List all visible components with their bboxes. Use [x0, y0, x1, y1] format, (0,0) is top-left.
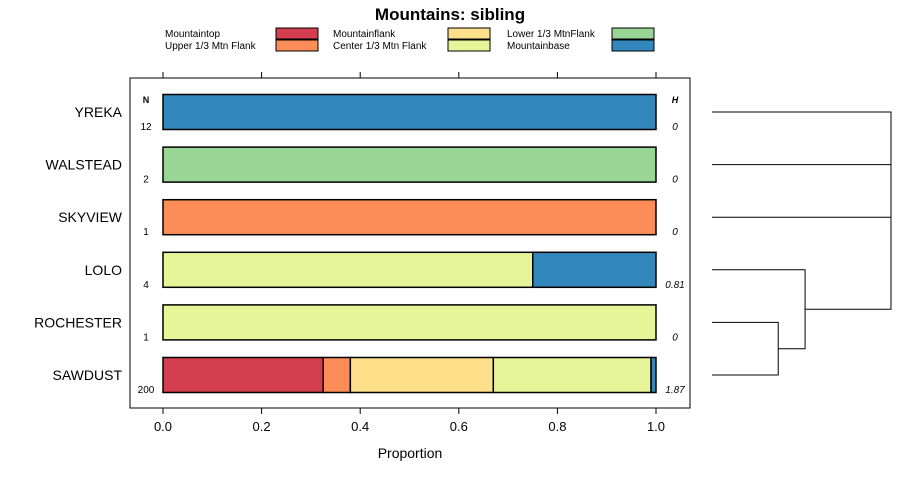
legend-swatch: [611, 39, 655, 52]
bar-segment: [162, 93, 657, 131]
legend-swatch: [447, 27, 491, 40]
x-tick-label: 1.0: [647, 419, 665, 434]
h-value: 1.87: [665, 385, 685, 396]
n-value: 1: [143, 227, 149, 238]
n-value: 1: [143, 332, 149, 343]
legend-label: Mountainbase: [507, 41, 570, 52]
x-axis: 0.0 0.2 0.4 0.6 0.8 1.0: [154, 72, 665, 434]
n-value: 12: [140, 122, 152, 133]
category-label: ROCHESTER: [34, 314, 122, 330]
legend-swatch: [275, 39, 319, 52]
bar-segment: [650, 356, 657, 394]
bar-segment: [162, 146, 657, 183]
legend-swatch: [447, 39, 491, 52]
bar-segment: [162, 304, 657, 341]
legend-swatch: [275, 27, 319, 40]
legend-swatch: [611, 27, 655, 40]
bar-segment: [162, 356, 324, 394]
category-label: LOLO: [85, 262, 122, 278]
bar-segment: [162, 251, 534, 289]
legend-label: Upper 1/3 Mtn Flank: [165, 41, 257, 52]
bar-segment: [349, 356, 495, 394]
bar-segment: [532, 251, 657, 289]
h-value: 0: [672, 122, 678, 133]
plot-panel: [129, 77, 691, 409]
x-axis-title: Proportion: [378, 445, 443, 461]
bar-segment: [492, 356, 652, 394]
category-label: YREKA: [75, 104, 123, 120]
n-value: 2: [143, 175, 149, 186]
category-label: SAWDUST: [53, 367, 123, 383]
x-tick-label: 0.0: [154, 419, 172, 434]
h-column-header: H: [672, 95, 679, 105]
legend-label: Lower 1/3 MtnFlank: [507, 29, 596, 40]
n-value: 4: [143, 280, 149, 291]
h-value: 0.81: [665, 280, 684, 291]
category-label: WALSTEAD: [46, 157, 123, 173]
h-value: 0: [672, 332, 678, 343]
x-tick-label: 0.8: [548, 419, 566, 434]
dendrogram-branch: [712, 321, 779, 376]
dendrogram: [712, 111, 892, 376]
chart-title: Mountains: sibling: [375, 5, 525, 24]
h-value: 0: [672, 227, 678, 238]
legend-label: Mountaintop: [165, 29, 220, 40]
bar-segment: [322, 356, 352, 394]
category-labels: YREKA 12 0 WALSTEAD 2 0 SKYVIEW 1 0 LOLO 4 0.81 ROCH…: [34, 104, 685, 396]
bar-segment: [162, 198, 657, 236]
dendrogram-branch: [712, 111, 892, 214]
dendrogram-branch: [712, 216, 892, 310]
category-label: SKYVIEW: [58, 209, 123, 225]
h-value: 0: [672, 175, 678, 186]
dendrogram-branch: [712, 269, 806, 350]
x-tick-label: 0.4: [351, 419, 369, 434]
dendrogram-branch: [712, 164, 892, 264]
x-tick-label: 0.6: [450, 419, 468, 434]
legend-label: Center 1/3 Mtn Flank: [333, 41, 427, 52]
n-column-header: N: [143, 95, 150, 105]
bars-group: [162, 93, 657, 394]
n-value: 200: [138, 385, 155, 396]
x-tick-label: 0.2: [253, 419, 271, 434]
legend-label: Mountainflank: [333, 29, 396, 40]
